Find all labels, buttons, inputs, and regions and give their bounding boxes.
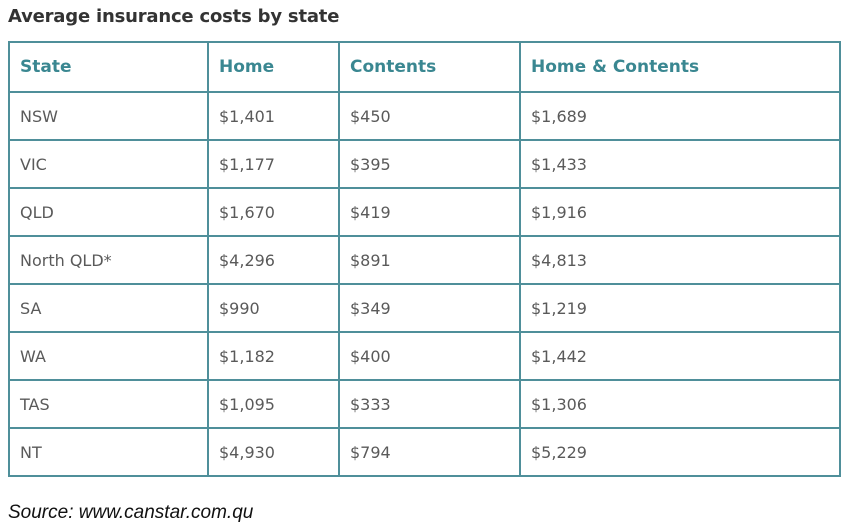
cell-home-and-contents: $1,916 (519, 187, 841, 237)
cell-contents: $450 (338, 91, 521, 141)
cell-contents: $333 (338, 379, 521, 429)
cell-home-and-contents: $1,219 (519, 283, 841, 333)
table-row: NSW $1,401 $450 $1,689 (8, 91, 841, 141)
table-row: North QLD* $4,296 $891 $4,813 (8, 235, 841, 285)
cell-home: $1,182 (207, 331, 340, 381)
cell-home-and-contents: $5,229 (519, 427, 841, 477)
table-header-row: State Home Contents Home & Contents (8, 41, 841, 93)
cell-contents: $419 (338, 187, 521, 237)
cell-contents: $349 (338, 283, 521, 333)
cell-home: $1,670 (207, 187, 340, 237)
cell-state: TAS (8, 379, 209, 429)
cell-home-and-contents: $4,813 (519, 235, 841, 285)
cell-state: NT (8, 427, 209, 477)
cell-home: $1,177 (207, 139, 340, 189)
cell-home-and-contents: $1,306 (519, 379, 841, 429)
cell-contents: $400 (338, 331, 521, 381)
table-row: VIC $1,177 $395 $1,433 (8, 139, 841, 189)
table-row: NT $4,930 $794 $5,229 (8, 427, 841, 477)
table-row: WA $1,182 $400 $1,442 (8, 331, 841, 381)
table-row: SA $990 $349 $1,219 (8, 283, 841, 333)
table-row: TAS $1,095 $333 $1,306 (8, 379, 841, 429)
header-state: State (8, 41, 209, 93)
cell-state: SA (8, 283, 209, 333)
header-home-and-contents: Home & Contents (519, 41, 841, 93)
cell-contents: $891 (338, 235, 521, 285)
source-caption: Source: www.canstar.com.qu (8, 502, 254, 523)
cell-contents: $395 (338, 139, 521, 189)
header-home: Home (207, 41, 340, 93)
cell-contents: $794 (338, 427, 521, 477)
table-row: QLD $1,670 $419 $1,916 (8, 187, 841, 237)
insurance-costs-table-container: State Home Contents Home & Contents NSW … (8, 41, 841, 477)
cell-home: $990 (207, 283, 340, 333)
cell-home: $4,930 (207, 427, 340, 477)
cell-home: $4,296 (207, 235, 340, 285)
cell-state: WA (8, 331, 209, 381)
cell-home-and-contents: $1,442 (519, 331, 841, 381)
cell-home-and-contents: $1,689 (519, 91, 841, 141)
cell-state: NSW (8, 91, 209, 141)
table-title: Average insurance costs by state (8, 6, 340, 27)
header-contents: Contents (338, 41, 521, 93)
insurance-costs-table: State Home Contents Home & Contents NSW … (8, 41, 841, 477)
cell-home-and-contents: $1,433 (519, 139, 841, 189)
cell-state: VIC (8, 139, 209, 189)
cell-state: QLD (8, 187, 209, 237)
cell-state: North QLD* (8, 235, 209, 285)
cell-home: $1,401 (207, 91, 340, 141)
cell-home: $1,095 (207, 379, 340, 429)
